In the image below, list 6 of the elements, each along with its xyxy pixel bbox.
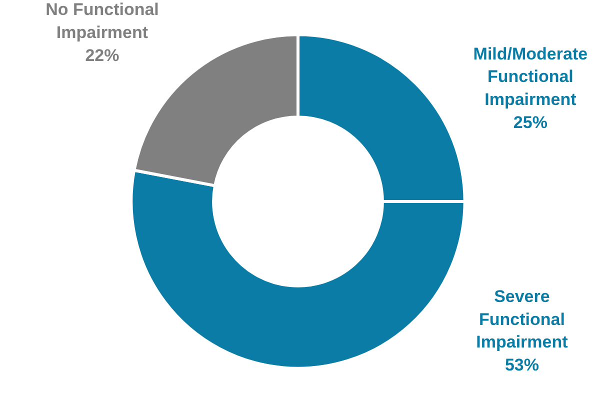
slice-label: Mild/Moderate Functional Impairment	[473, 44, 588, 110]
data-label: 53%	[504, 355, 539, 374]
slice-label: Severe Functional Impairment	[476, 287, 568, 352]
data-label: 22%	[85, 46, 120, 65]
data-label: 25%	[513, 112, 548, 132]
slice-label: No Functional Impairment	[46, 0, 159, 42]
